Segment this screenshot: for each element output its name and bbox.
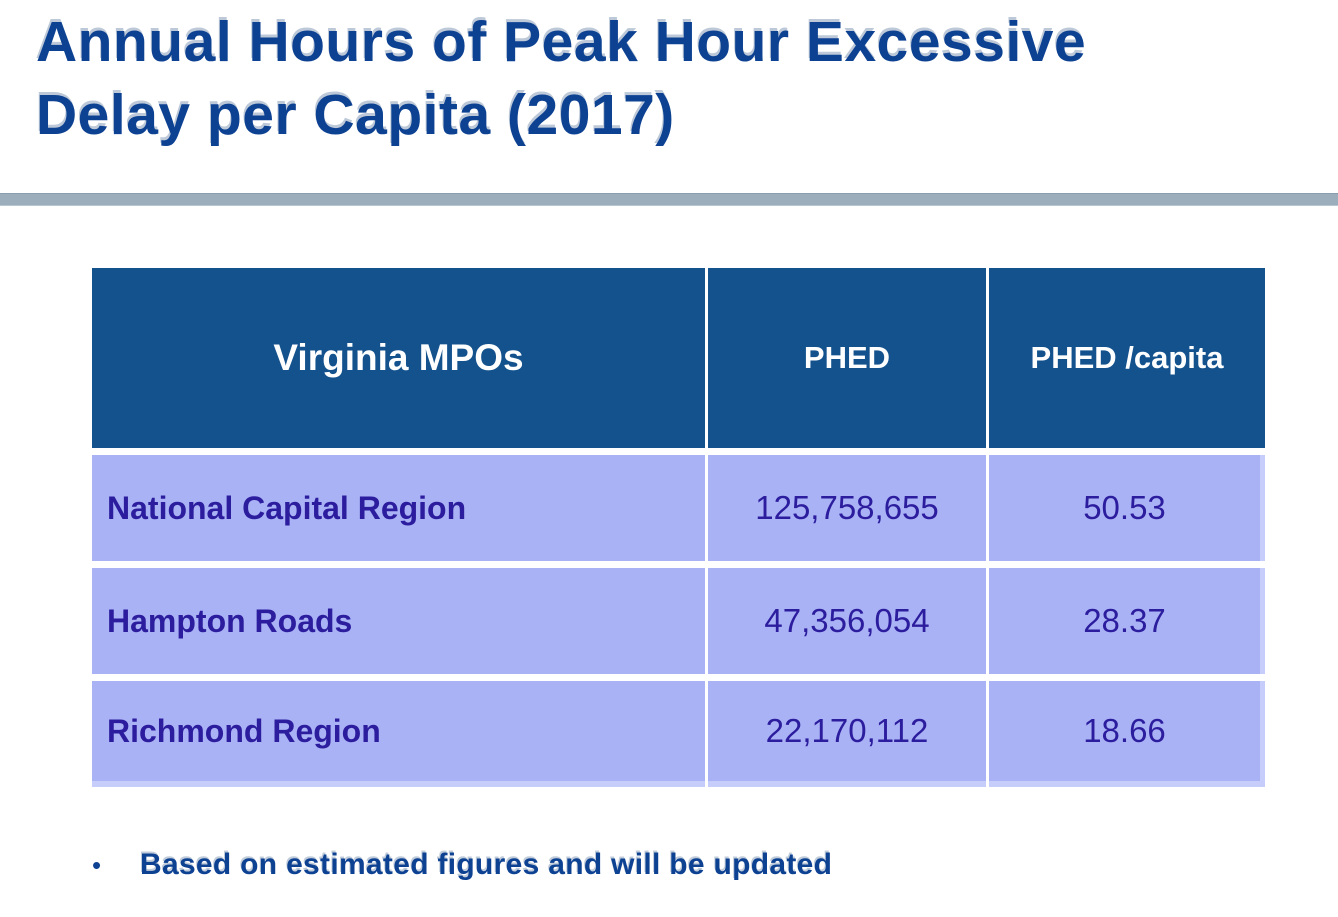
table-row-3-region-name: Richmond Region xyxy=(92,681,705,787)
slide-title: Annual Hours of Peak Hour Excessive Dela… xyxy=(36,10,1087,147)
table-header-phed: PHED xyxy=(708,268,986,448)
table-row-2-region-name: Hampton Roads xyxy=(92,568,705,674)
table-row-1-phed-per-capita-value: 50.53 xyxy=(989,455,1265,561)
table-row-3-phed-per-capita-value: 18.66 xyxy=(989,681,1265,787)
footnote-text: Based on estimated figures and will be u… xyxy=(140,848,833,881)
table-row-3-phed-value: 22,170,112 xyxy=(708,681,986,787)
footnote-bullet-item: • Based on estimated figures and will be… xyxy=(92,848,832,882)
table-row-1-phed-value: 125,758,655 xyxy=(708,455,986,561)
virginia-mpos-table: Virginia MPOs PHED PHED /capita National… xyxy=(92,268,1268,787)
bullet-icon: • xyxy=(92,850,102,880)
table-row-1-region-name: National Capital Region xyxy=(92,455,705,561)
table-header-phed-per-capita: PHED /capita xyxy=(989,268,1265,448)
table-row-2-phed-value: 47,356,054 xyxy=(708,568,986,674)
table-row-2-phed-per-capita-value: 28.37 xyxy=(989,568,1265,674)
table-header-virginia-mpos: Virginia MPOs xyxy=(92,268,705,448)
title-divider-bar xyxy=(0,193,1338,206)
